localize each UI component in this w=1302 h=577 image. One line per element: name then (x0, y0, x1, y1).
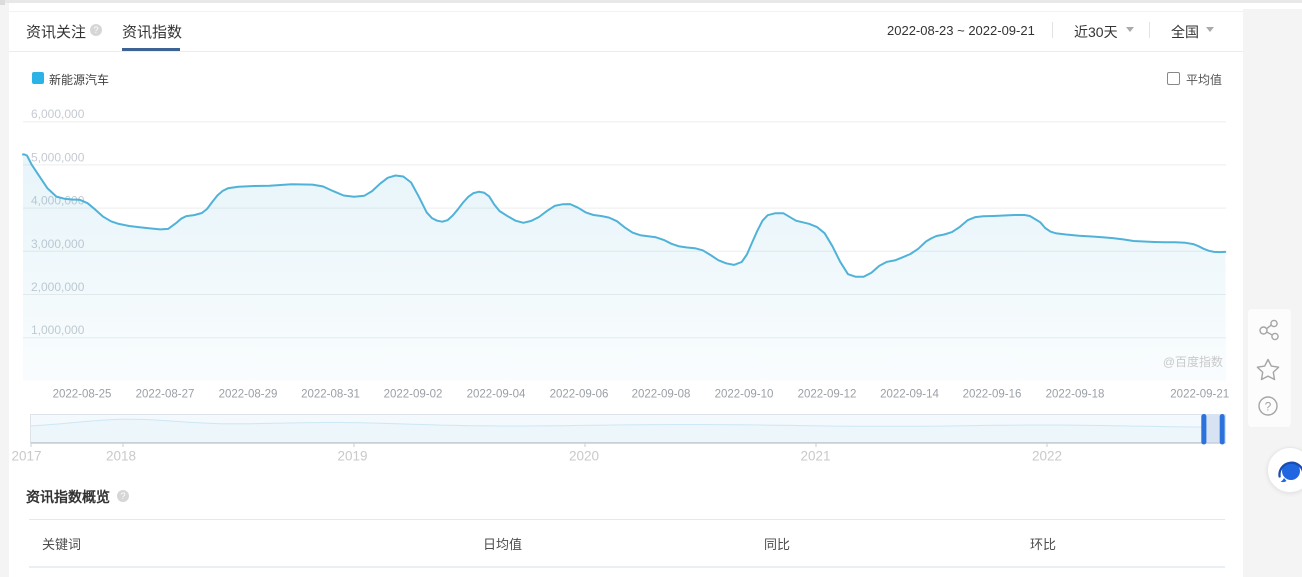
svg-text:2022: 2022 (1032, 449, 1062, 464)
svg-text:2022-08-29: 2022-08-29 (219, 389, 278, 401)
svg-text:2022-09-06: 2022-09-06 (550, 389, 609, 401)
svg-text:6,000,000: 6,000,000 (31, 107, 85, 121)
svg-text:2022-09-10: 2022-09-10 (715, 389, 774, 401)
svg-text:2017: 2017 (11, 449, 41, 464)
svg-text:2018: 2018 (106, 449, 136, 464)
svg-text:2022-09-18: 2022-09-18 (1046, 389, 1105, 401)
svg-text:2022-08-27: 2022-08-27 (136, 389, 195, 401)
svg-text:2022-09-12: 2022-09-12 (798, 389, 857, 401)
svg-text:2022-09-04: 2022-09-04 (467, 389, 526, 401)
svg-text:2022-09-16: 2022-09-16 (963, 389, 1022, 401)
svg-text:?: ? (1265, 400, 1272, 414)
svg-text:5,000,000: 5,000,000 (31, 150, 85, 164)
svg-text:2022-09-08: 2022-09-08 (632, 389, 691, 401)
svg-text:2022-09-02: 2022-09-02 (384, 389, 443, 401)
svg-text:2022-08-31: 2022-08-31 (301, 389, 360, 401)
svg-text:2022-08-25: 2022-08-25 (53, 389, 112, 401)
svg-text:2022-09-14: 2022-09-14 (880, 389, 939, 401)
svg-text:@百度指数: @百度指数 (1163, 354, 1223, 369)
svg-text:2019: 2019 (337, 449, 367, 464)
svg-text:2021: 2021 (800, 449, 830, 464)
svg-text:2022-09-21: 2022-09-21 (1170, 389, 1229, 401)
svg-text:2020: 2020 (569, 449, 599, 464)
